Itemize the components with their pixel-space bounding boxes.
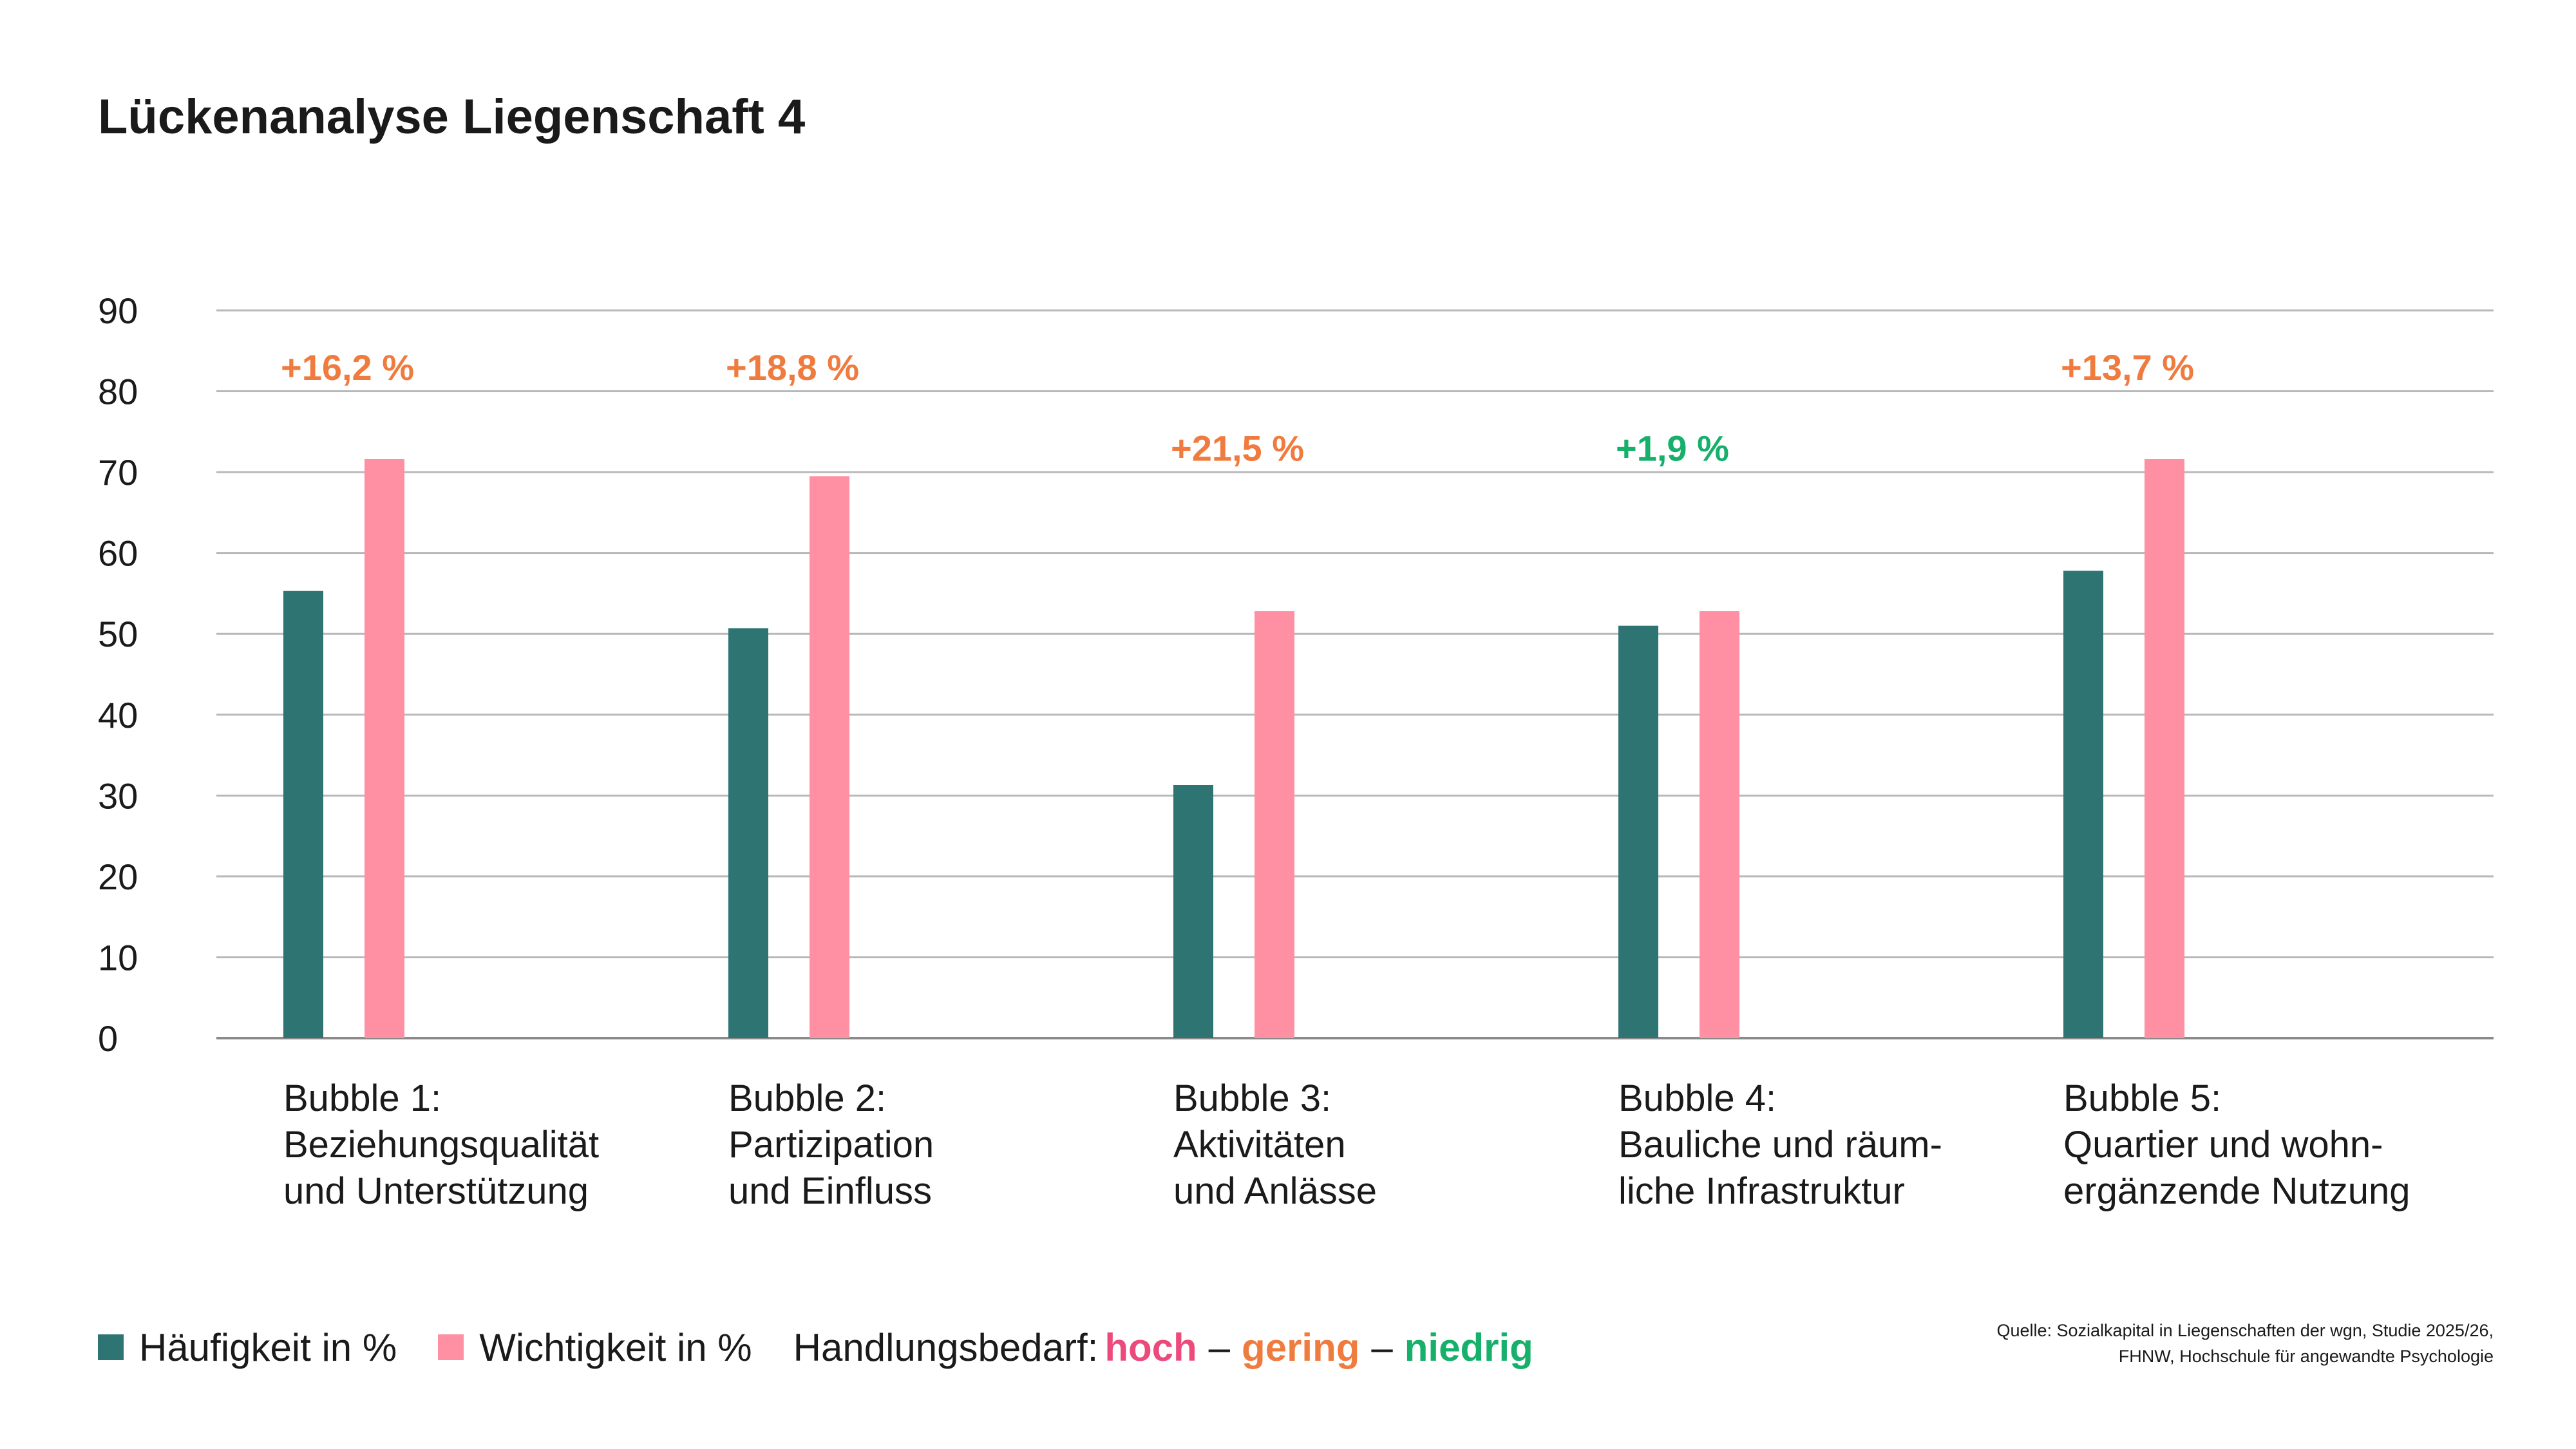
category-label-line: und Einfluss: [728, 1170, 932, 1212]
y-tick-label: 40: [98, 695, 138, 735]
legend: Häufigkeit in % Wichtigkeit in % Handlun…: [98, 1321, 1533, 1373]
difference-label-2: +18,8 %: [726, 347, 859, 388]
legend-item-haeufigkeit: Häufigkeit in %: [98, 1325, 397, 1370]
difference-label-4: +1,9 %: [1616, 428, 1729, 468]
bar-haeufigkeit-4: [1618, 625, 1658, 1038]
category-label-line: ergänzende Nutzung: [2063, 1170, 2410, 1212]
difference-label-1: +16,2 %: [281, 347, 414, 388]
bars: [283, 459, 2184, 1038]
legend-item-wichtigkeit: Wichtigkeit in %: [438, 1325, 752, 1370]
legend-need-gering: gering: [1242, 1325, 1360, 1369]
bar-haeufigkeit-5: [2063, 571, 2103, 1038]
legend-label-haeufigkeit: Häufigkeit in %: [139, 1325, 397, 1369]
legend-separator: –: [1371, 1325, 1393, 1369]
source-line-2: FHNW, Hochschule für angewandte Psycholo…: [2118, 1347, 2494, 1366]
legend-need-niedrig: niedrig: [1404, 1325, 1533, 1369]
difference-label-5: +13,7 %: [2061, 347, 2194, 388]
y-tick-label: 90: [98, 290, 138, 331]
category-label-line: liche Infrastruktur: [1618, 1170, 1905, 1212]
bar-haeufigkeit-3: [1173, 785, 1213, 1038]
category-label-line: Bubble 5:: [2063, 1077, 2222, 1119]
legend-swatch-wichtigkeit: [438, 1334, 464, 1360]
y-tick-label: 0: [98, 1018, 118, 1059]
y-tick-label: 20: [98, 857, 138, 897]
category-label-line: Bubble 4:: [1618, 1077, 1777, 1119]
category-label-line: Aktivitäten: [1173, 1124, 1346, 1166]
category-label-line: Beziehungsqualität: [283, 1124, 600, 1166]
legend-need-hoch: hoch: [1104, 1325, 1197, 1369]
legend-separator: –: [1208, 1325, 1231, 1369]
category-label-4: Bubble 4: Bauliche und räum-liche Infrast…: [1618, 1075, 2031, 1215]
y-tick-label: 10: [98, 937, 138, 978]
legend-need-label: Handlungsbedarf:: [793, 1325, 1099, 1369]
bar-wichtigkeit-1: [365, 459, 404, 1038]
category-label-line: Partizipation: [728, 1124, 934, 1166]
category-label-line: Bubble 2:: [728, 1077, 887, 1119]
y-axis: 0 10 20 30 40 50 60 70 80 90: [98, 290, 138, 1059]
category-label-1: Bubble 1: Beziehungsqualität und Unterstüt…: [283, 1075, 696, 1215]
bar-haeufigkeit-1: [283, 591, 323, 1038]
bar-wichtigkeit-3: [1255, 611, 1294, 1038]
y-tick-label: 50: [98, 614, 138, 654]
category-label-line: Quartier und wohn-: [2063, 1124, 2383, 1166]
category-label-line: und Unterstützung: [283, 1170, 589, 1212]
category-label-line: Bubble 1:: [283, 1077, 442, 1119]
legend-label-wichtigkeit: Wichtigkeit in %: [479, 1325, 752, 1369]
source-line-1: Quelle: Sozialkapital in Liegenschaften …: [1996, 1321, 2494, 1340]
category-label-line: Bubble 3:: [1173, 1077, 1332, 1119]
grid-lines: [216, 309, 2494, 1039]
bar-wichtigkeit-5: [2145, 459, 2184, 1038]
legend-swatch-haeufigkeit: [98, 1334, 124, 1360]
y-tick-label: 60: [98, 533, 138, 574]
bar-wichtigkeit-4: [1700, 611, 1739, 1038]
bar-haeufigkeit-2: [728, 628, 768, 1038]
category-label-line: und Anlässe: [1173, 1170, 1378, 1212]
y-tick-label: 80: [98, 372, 138, 412]
bar-wichtigkeit-2: [810, 476, 849, 1038]
source-note: Quelle: Sozialkapital in Liegenschaften …: [1996, 1318, 2494, 1369]
y-tick-label: 30: [98, 775, 138, 816]
difference-labels: +16,2 % +18,8 % +21,5 % +1,9 % +13,7 %: [281, 347, 2194, 469]
category-label-2: Bubble 2: Partizipation und Einfluss: [728, 1075, 1141, 1215]
difference-label-3: +21,5 %: [1171, 428, 1304, 468]
category-label-5: Bubble 5: Quartier und wohn-ergänzende Nu…: [2063, 1075, 2476, 1215]
y-tick-label: 70: [98, 452, 138, 493]
category-label-line: Bauliche und räum-: [1618, 1124, 1942, 1166]
category-label-3: Bubble 3: Aktivitäten und Anlässe: [1173, 1075, 1586, 1215]
chart-title: Lückenanalyse Liegenschaft 4: [98, 90, 806, 144]
